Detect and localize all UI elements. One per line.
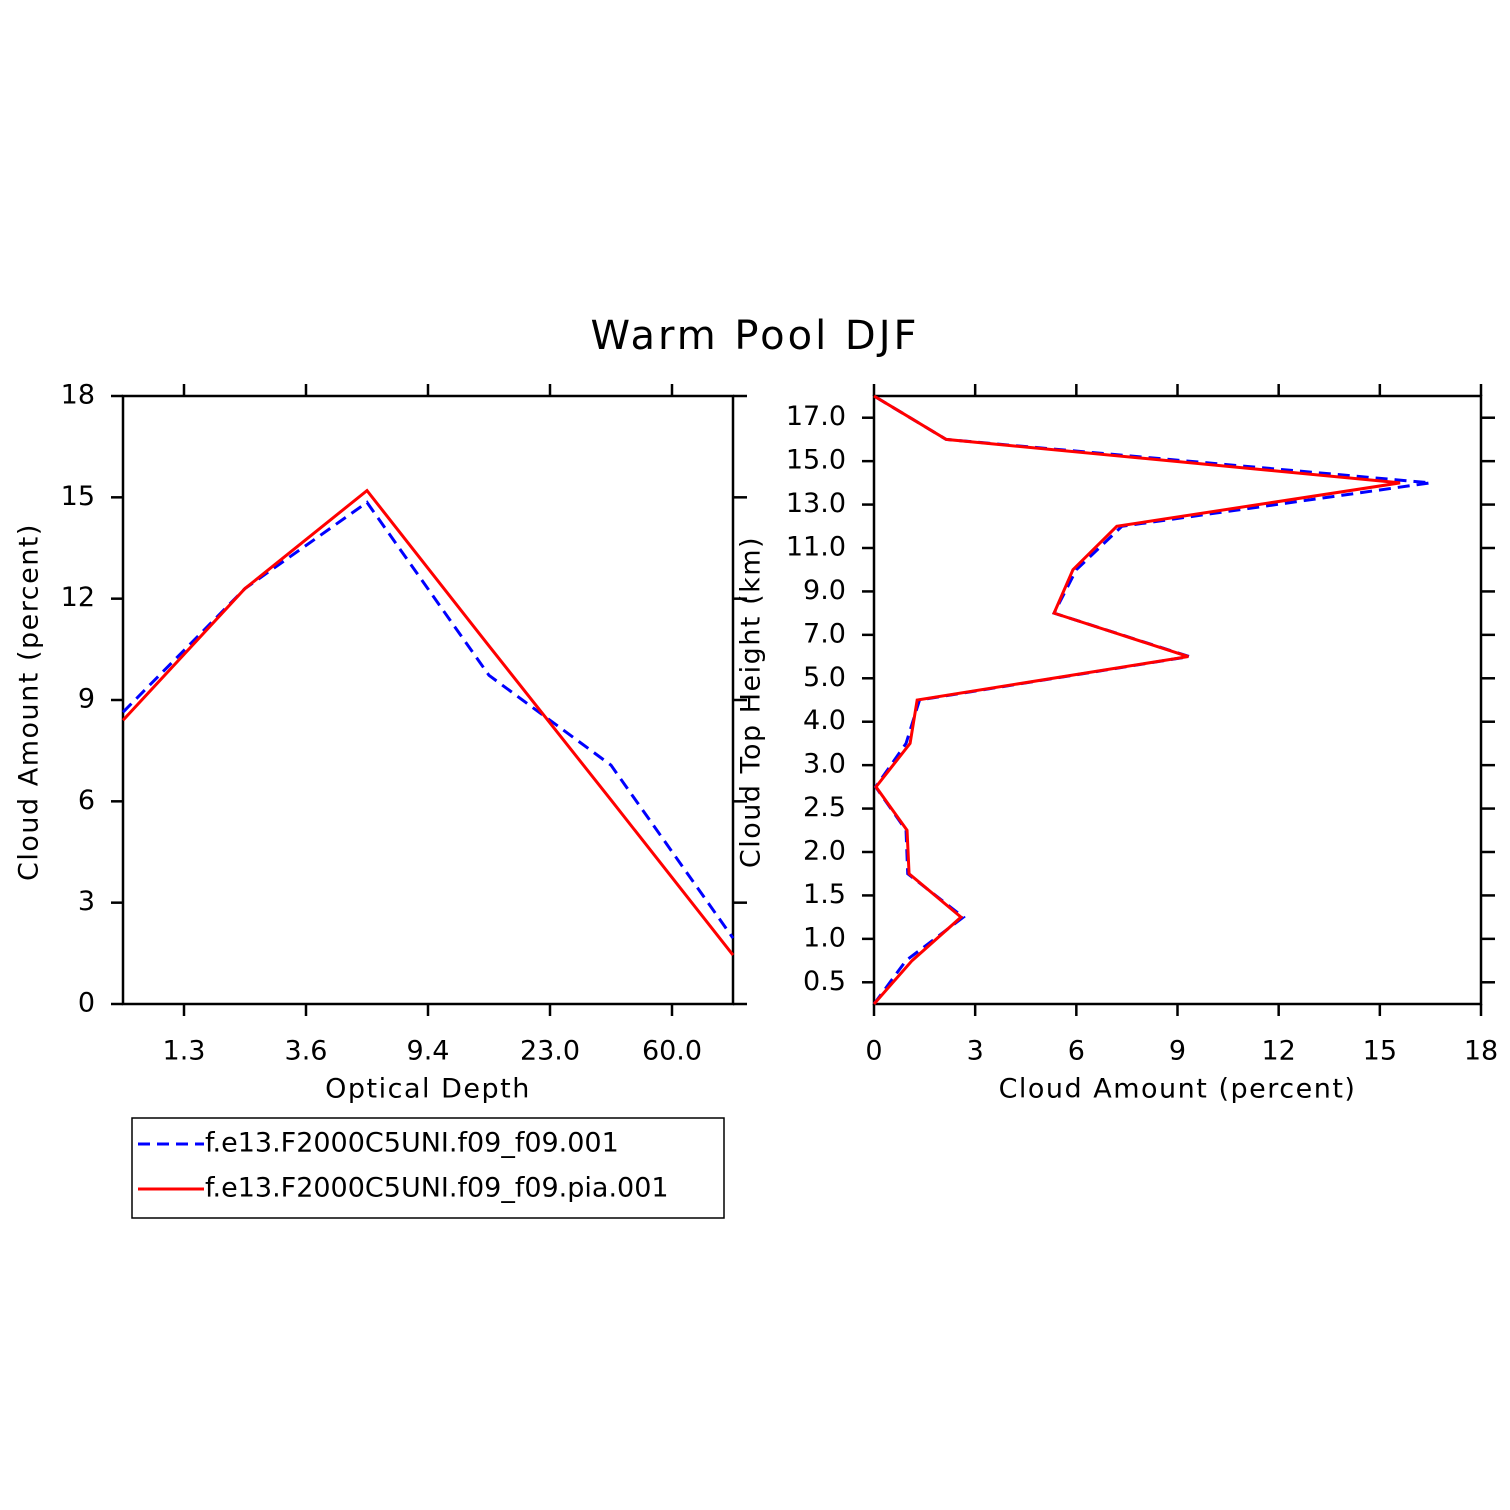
legend-label: f.e13.F2000C5UNI.f09_f09.pia.001 bbox=[205, 1173, 669, 1204]
x-axis-title: Cloud Amount (percent) bbox=[999, 1074, 1357, 1105]
series-line bbox=[121, 488, 735, 956]
x-tick-label: 18 bbox=[1464, 1036, 1498, 1067]
y-tick-label: 7.0 bbox=[803, 618, 846, 649]
x-tick-label: 6 bbox=[1068, 1036, 1085, 1067]
legend-box bbox=[131, 1117, 725, 1219]
y-tick-label: 1.0 bbox=[803, 922, 846, 953]
y-tick-label: 11.0 bbox=[786, 532, 846, 563]
x-tick-label: 0 bbox=[865, 1036, 882, 1067]
y-tick-label: 4.0 bbox=[803, 705, 846, 736]
y-tick-label: 2.0 bbox=[803, 836, 846, 867]
y-tick-label: 12 bbox=[61, 582, 95, 613]
x-tick-label: 3 bbox=[967, 1036, 984, 1067]
x-tick-label: 15 bbox=[1363, 1036, 1397, 1067]
legend-label: f.e13.F2000C5UNI.f09_f09.001 bbox=[205, 1128, 619, 1159]
y-tick-label: 9.0 bbox=[803, 575, 846, 606]
series-line bbox=[872, 394, 1401, 1005]
y-tick-label: 3 bbox=[78, 886, 95, 917]
y-tick-label: 1.5 bbox=[803, 879, 846, 910]
x-tick-label: 9.4 bbox=[407, 1036, 450, 1067]
x-tick-label: 1.3 bbox=[163, 1036, 206, 1067]
x-tick-label: 12 bbox=[1261, 1036, 1295, 1067]
x-axis-title: Optical Depth bbox=[325, 1074, 531, 1105]
y-tick-label: 15.0 bbox=[786, 445, 846, 476]
y-tick-label: 17.0 bbox=[786, 401, 846, 432]
y-tick-label: 5.0 bbox=[803, 662, 846, 693]
y-tick-label: 3.0 bbox=[803, 749, 846, 780]
y-tick-label: 13.0 bbox=[786, 488, 846, 519]
y-tick-label: 6 bbox=[78, 785, 95, 816]
y-tick-label: 0 bbox=[78, 988, 95, 1019]
x-tick-label: 23.0 bbox=[520, 1036, 580, 1067]
figure-title: Warm Pool DJF bbox=[591, 313, 920, 359]
x-tick-label: 9 bbox=[1169, 1036, 1186, 1067]
y-tick-label: 15 bbox=[61, 481, 95, 512]
y-tick-label: 9 bbox=[78, 684, 95, 715]
y-tick-label: 0.5 bbox=[803, 966, 846, 997]
y-tick-label: 18 bbox=[61, 380, 95, 411]
x-tick-label: 60.0 bbox=[642, 1036, 702, 1067]
x-tick-label: 3.6 bbox=[285, 1036, 328, 1067]
y-axis-title: Cloud Amount (percent) bbox=[14, 523, 45, 881]
y-axis-title: Cloud Top Height (km) bbox=[736, 536, 767, 868]
y-tick-label: 2.5 bbox=[803, 792, 846, 823]
plot-frame bbox=[121, 394, 735, 1006]
